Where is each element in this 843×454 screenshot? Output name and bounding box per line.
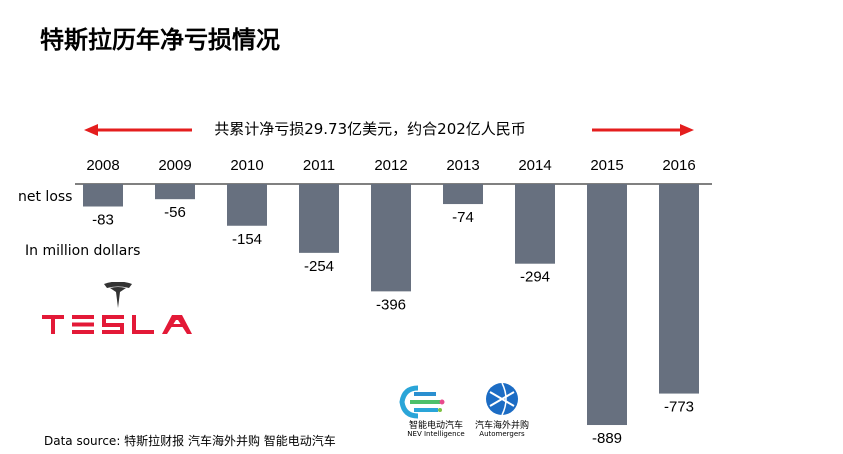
data-label: -773 — [664, 399, 694, 416]
x-tick-label: 2015 — [590, 157, 623, 174]
data-label: -294 — [520, 269, 550, 286]
right-arrow-head — [680, 124, 694, 136]
page-title: 特斯拉历年净亏损情况 — [40, 26, 280, 54]
tesla-logo-graphic — [42, 281, 192, 334]
tesla-logo — [40, 281, 195, 338]
x-tick-label: 2009 — [158, 157, 191, 174]
bar-2008 — [83, 184, 123, 207]
automergers-logo-en: Automergers — [479, 430, 525, 438]
automergers-logo-cn: 汽车海外并购 — [474, 421, 529, 431]
bar-2011 — [299, 184, 339, 253]
bar-2013 — [443, 184, 483, 205]
x-tick-label: 2010 — [230, 157, 263, 174]
left-arrow-head — [84, 124, 98, 136]
bar-2009 — [155, 184, 195, 200]
data-label: -74 — [452, 209, 474, 226]
x-tick-label: 2016 — [662, 157, 695, 174]
bar-2010 — [227, 184, 267, 226]
automergers-logo: 汽车海外并购 Automergers — [462, 380, 542, 440]
data-label: -154 — [232, 231, 262, 248]
data-label: -396 — [376, 296, 406, 313]
x-tick-label: 2014 — [518, 157, 551, 174]
nev-logo-graphic — [399, 385, 445, 419]
automergers-logo-graphic — [486, 382, 518, 416]
bar-2014 — [515, 184, 555, 264]
x-tick-label: 2013 — [446, 157, 479, 174]
bars-group: 2008 -83 2009 -56 2010 -154 2011 -254 2012 -396 20… — [83, 157, 699, 447]
data-label: -889 — [592, 430, 622, 447]
x-tick-label: 2008 — [86, 157, 119, 174]
nev-intelligence-logo: 智能电动汽车 NEV Intelligence — [396, 384, 476, 440]
x-tick-label: 2012 — [374, 157, 407, 174]
total-loss-annotation: 共累计净亏损29.73亿美元，约合202亿人民币 — [214, 120, 526, 138]
data-label: -56 — [164, 204, 186, 221]
y-label-unit: In million dollars — [25, 243, 141, 259]
data-label: -83 — [92, 212, 114, 229]
bar-2016 — [659, 184, 699, 394]
nev-logo-cn: 智能电动汽车 — [408, 421, 463, 431]
y-label-net-loss: net loss — [18, 189, 73, 205]
data-label: -254 — [304, 258, 334, 275]
data-source-note: Data source: 特斯拉财报 汽车海外并购 智能电动汽车 — [44, 434, 336, 448]
bar-2015 — [587, 184, 627, 426]
x-tick-label: 2011 — [303, 157, 335, 174]
nev-logo-en: NEV Intelligence — [407, 430, 465, 438]
bar-2012 — [371, 184, 411, 292]
